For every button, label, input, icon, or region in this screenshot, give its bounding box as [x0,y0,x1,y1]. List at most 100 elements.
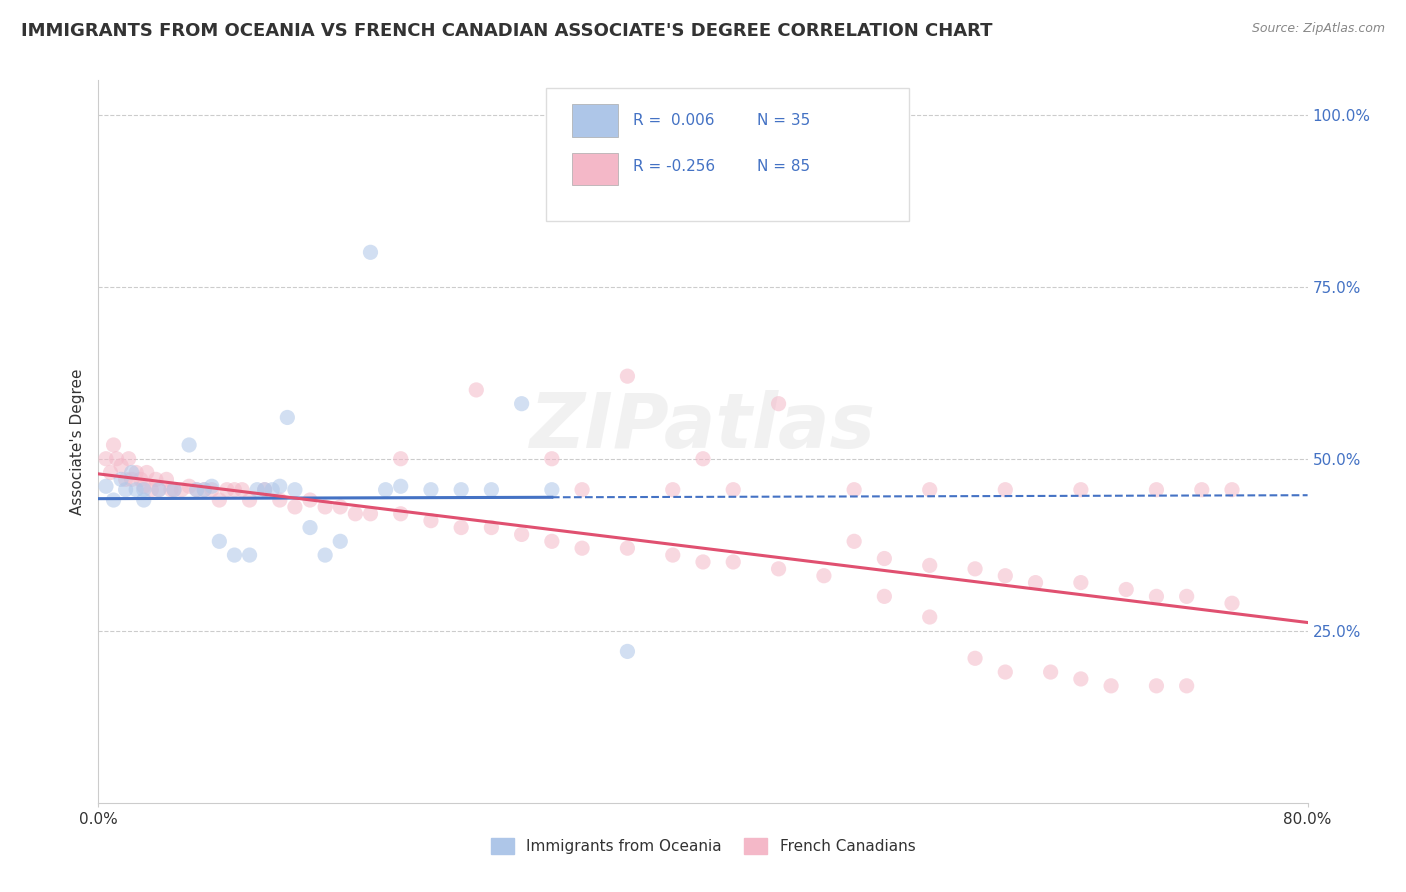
Point [510,527,533,541]
Point [965,562,987,576]
Point [389,479,412,493]
Point [510,397,533,411]
Point [125,483,148,497]
Point [224,548,246,562]
Point [616,644,638,658]
FancyBboxPatch shape [572,104,619,136]
Point [100,466,122,480]
Point [540,483,562,497]
Point [132,483,155,497]
Point [420,483,443,497]
Point [110,472,132,486]
Point [692,555,714,569]
Point [299,520,322,534]
Point [148,483,170,497]
Point [129,472,152,486]
Text: R = -0.256: R = -0.256 [633,160,716,175]
Text: Source: ZipAtlas.com: Source: ZipAtlas.com [1251,22,1385,36]
Point [314,500,336,514]
FancyBboxPatch shape [546,87,908,221]
Point [239,493,262,508]
Point [994,483,1017,497]
Point [329,500,352,514]
Point [1039,665,1062,679]
Point [262,483,284,497]
Point [1099,679,1122,693]
Text: N = 35: N = 35 [758,112,811,128]
Point [1220,483,1243,497]
Point [105,451,128,466]
Point [208,534,231,549]
Point [540,534,562,549]
Point [918,610,941,624]
Point [170,483,193,497]
Point [723,483,745,497]
Point [201,483,224,497]
Point [360,245,382,260]
Point [114,472,136,486]
Y-axis label: Associate's Degree: Associate's Degree [70,368,86,515]
FancyBboxPatch shape [572,153,619,185]
Point [389,507,412,521]
Point [186,483,208,497]
Legend: Immigrants from Oceania, French Canadians: Immigrants from Oceania, French Canadian… [485,832,921,860]
Point [114,483,136,497]
Point [360,507,382,521]
Point [103,438,125,452]
Point [253,483,276,497]
Text: ZIPatlas: ZIPatlas [530,390,876,464]
Point [1191,483,1213,497]
Point [616,541,638,556]
Point [661,483,683,497]
Point [1175,590,1198,604]
Point [276,410,298,425]
Point [179,438,201,452]
Point [1070,575,1092,590]
Point [844,483,866,497]
Point [163,483,186,497]
Point [103,493,125,508]
Point [918,558,941,573]
Point [121,472,143,486]
Point [118,451,141,466]
Point [186,483,208,497]
Point [420,514,443,528]
Point [1220,596,1243,610]
Point [269,479,291,493]
Point [125,466,148,480]
Point [813,568,835,582]
Point [873,590,896,604]
Point [450,483,472,497]
Point [723,555,745,569]
Point [314,548,336,562]
Text: R =  0.006: R = 0.006 [633,112,714,128]
Point [94,451,117,466]
Point [661,548,683,562]
Point [148,483,170,497]
Point [571,483,593,497]
Point [1175,679,1198,693]
Point [571,541,593,556]
Point [299,493,322,508]
Point [1115,582,1137,597]
Point [1070,483,1092,497]
Point [1070,672,1092,686]
Point [994,665,1017,679]
Point [253,483,276,497]
Point [918,483,941,497]
Point [994,568,1017,582]
Point [110,458,132,473]
Point [179,479,201,493]
Point [231,483,253,497]
Point [155,472,177,486]
Point [481,520,503,534]
Point [193,483,215,497]
Point [616,369,638,384]
Point [132,493,155,508]
Point [540,451,562,466]
Text: N = 85: N = 85 [758,160,810,175]
Point [284,483,307,497]
Point [873,551,896,566]
Point [768,562,790,576]
Point [450,520,472,534]
